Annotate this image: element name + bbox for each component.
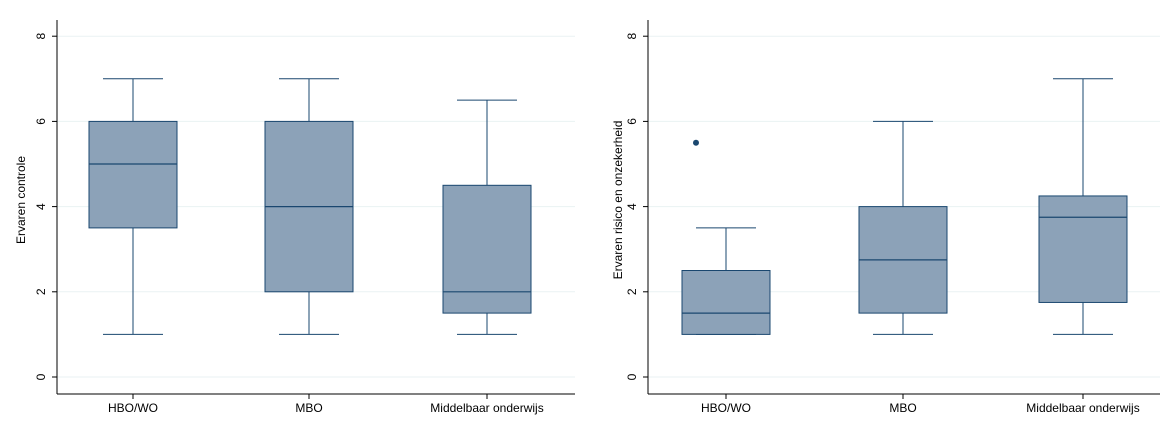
x-tick-label: Middelbaar onderwijs [1026, 401, 1139, 415]
panel-ervaren-controle: 0 2 4 6 8 HBO/WO MBO Middelbaar onderwijs Ervare… [14, 20, 575, 415]
box-1 [858, 120, 948, 335]
panel-ervaren-risico: 0 2 4 6 8 HBO/WO MBO Middelbaar onderwijs Ervare… [611, 20, 1160, 415]
x-tick-label: MBO [889, 401, 916, 415]
x-tick-label: MBO [295, 401, 322, 415]
box-iqr [681, 270, 771, 335]
box-0 [88, 78, 178, 335]
y-tick-label: 4 [34, 203, 48, 210]
y-tick-label: 6 [625, 118, 639, 125]
y-tick-label: 2 [34, 288, 48, 295]
y-axis-title: Ervaren controle [14, 156, 28, 244]
outlier-point [693, 139, 699, 146]
y-tick-label: 2 [625, 288, 639, 295]
box-iqr [88, 120, 178, 229]
box-1 [264, 78, 354, 335]
y-tick-label: 8 [625, 33, 639, 40]
x-tick-label: Middelbaar onderwijs [430, 401, 543, 415]
y-tick-label: 8 [34, 33, 48, 40]
box-0 [681, 139, 771, 335]
x-tick-label: HBO/WO [701, 401, 751, 415]
box-iqr [442, 184, 532, 314]
y-tick-label: 6 [34, 118, 48, 125]
x-tick-label: HBO/WO [108, 401, 158, 415]
y-axis-title: Ervaren risico en onzekerheid [611, 121, 625, 280]
y-tick-label: 0 [625, 373, 639, 380]
box-2 [442, 99, 532, 335]
y-tick-label: 0 [34, 373, 48, 380]
y-tick-label: 4 [625, 203, 639, 210]
box-iqr [1038, 195, 1128, 303]
box-2 [1038, 78, 1128, 335]
